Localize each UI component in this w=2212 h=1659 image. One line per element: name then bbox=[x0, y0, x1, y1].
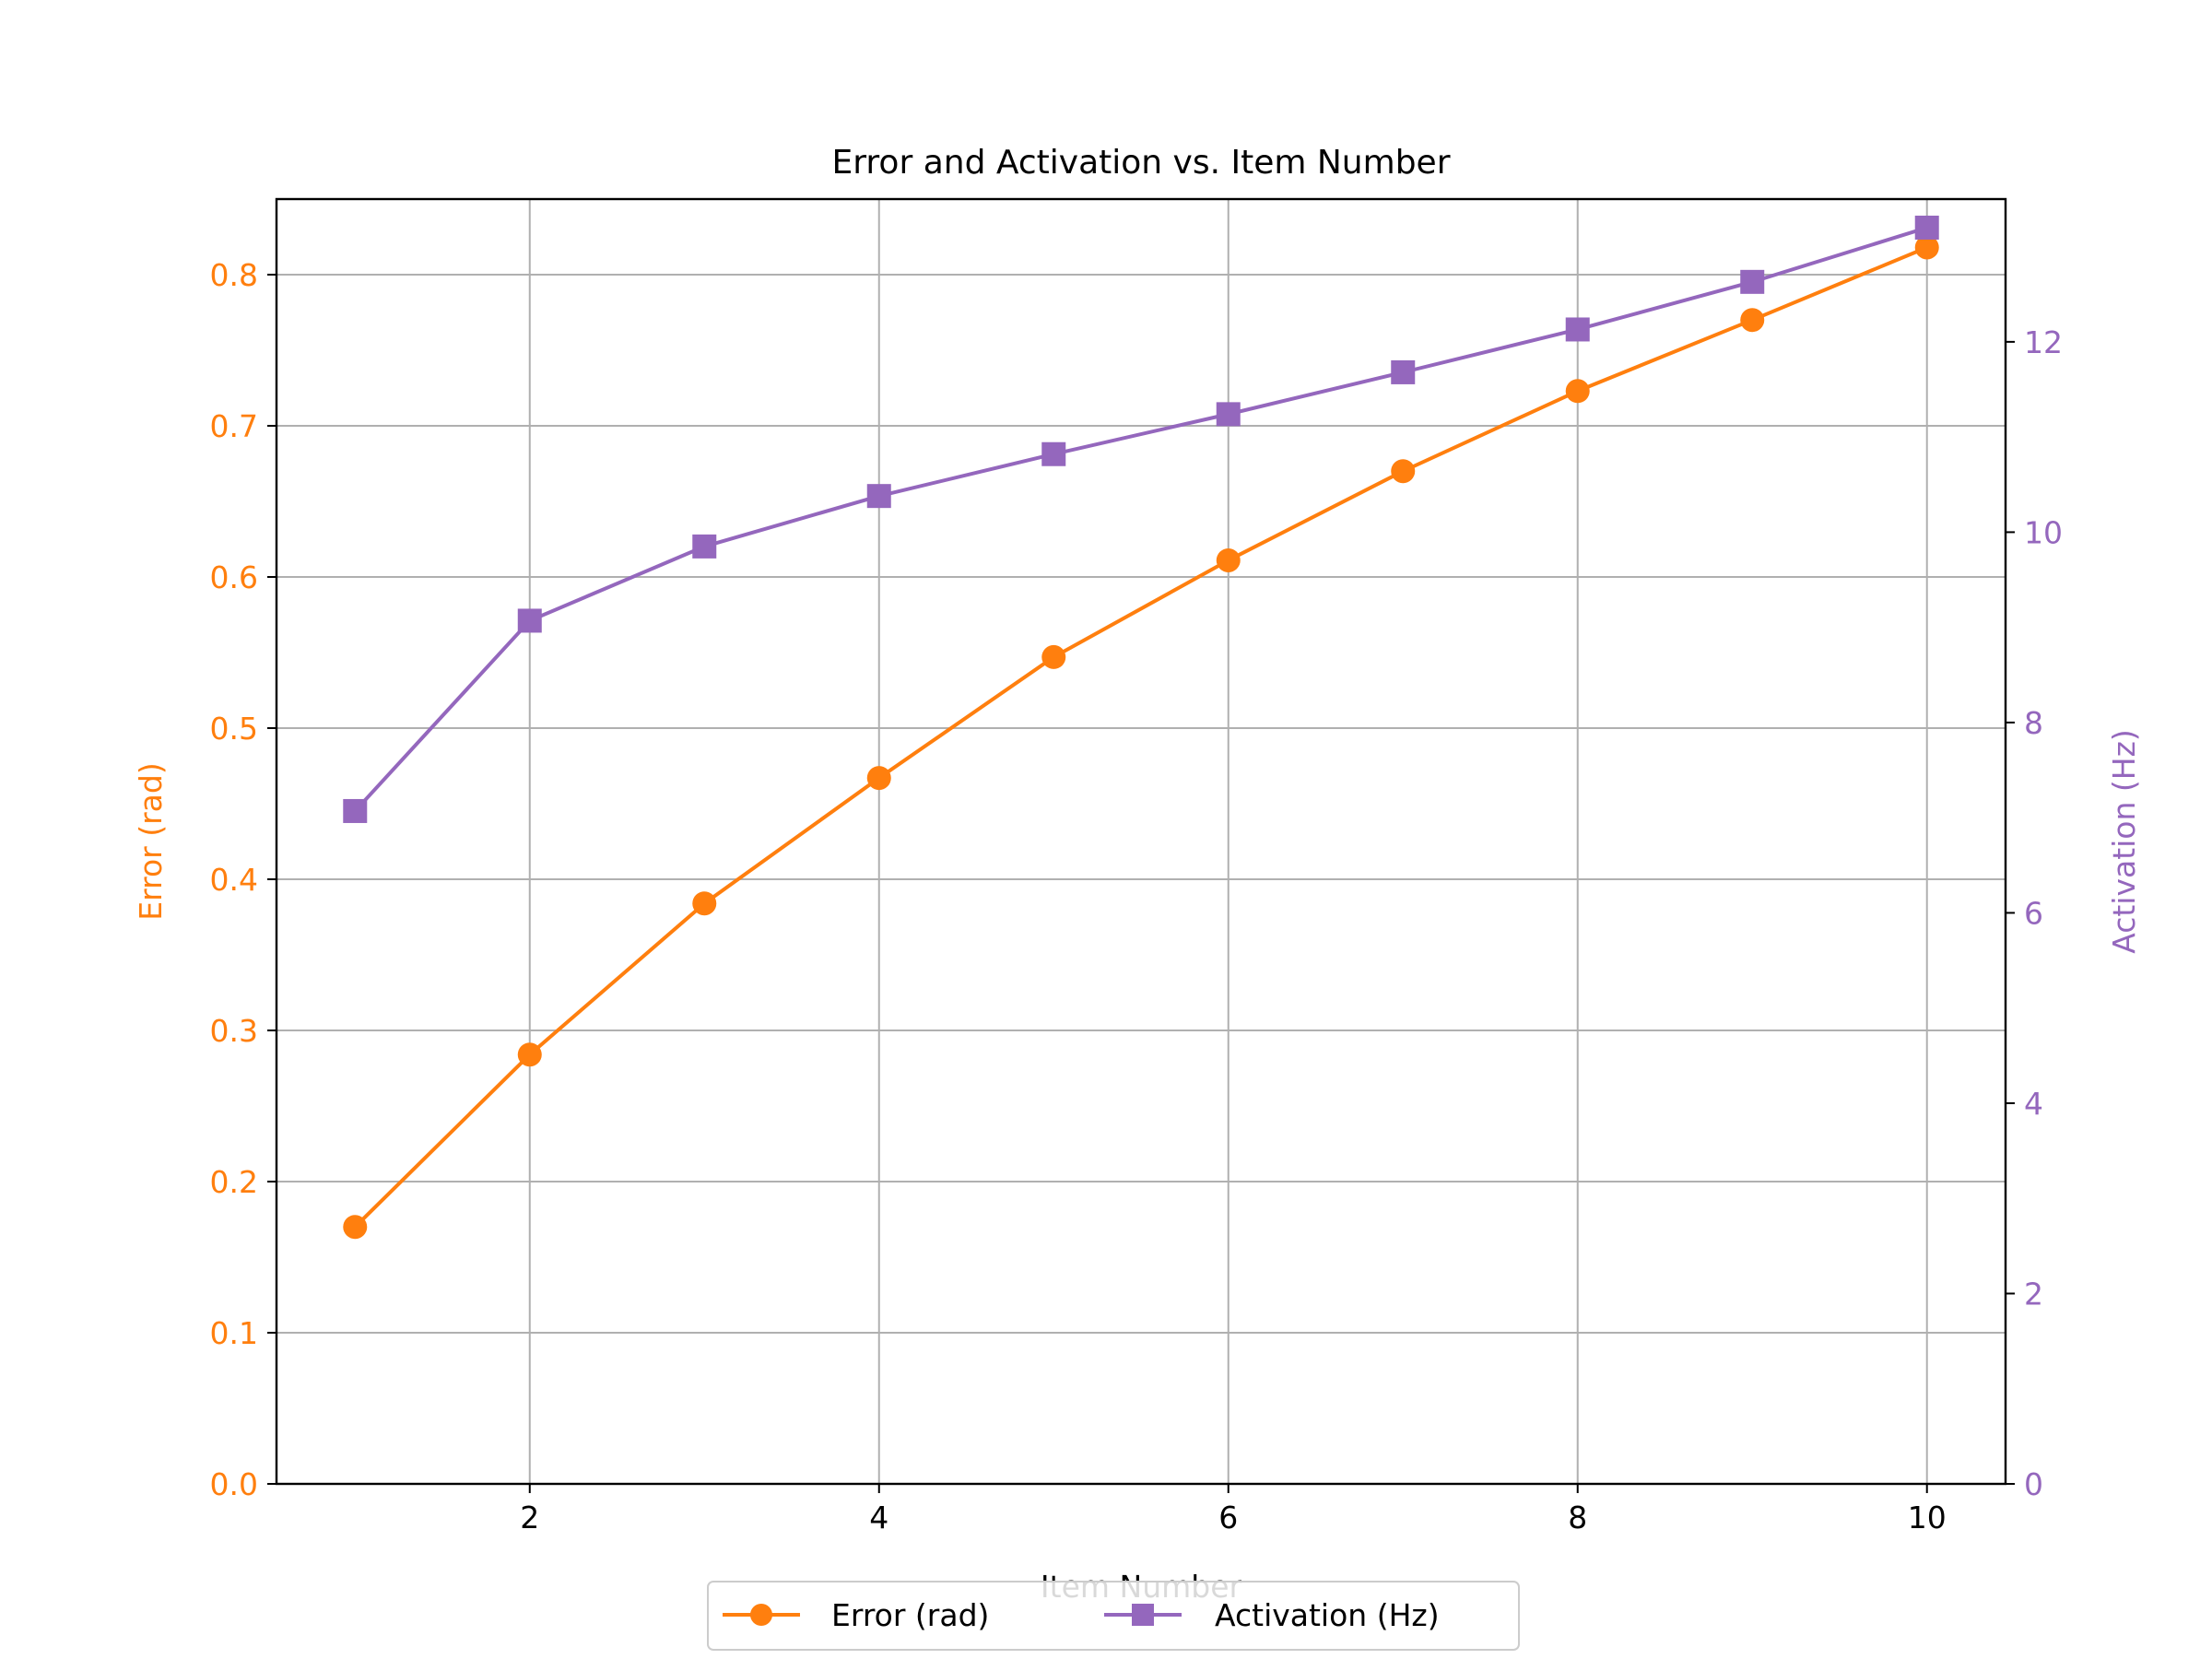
y-left-tick-label: 0.2 bbox=[210, 1164, 258, 1200]
legend-activation-label: Activation (Hz) bbox=[1215, 1597, 1440, 1633]
plot-series bbox=[343, 215, 1939, 1240]
y-right-tick-label: 4 bbox=[2024, 1086, 2043, 1122]
error-data-point bbox=[1391, 459, 1416, 484]
error-data-point bbox=[1041, 644, 1066, 669]
error-data-point bbox=[1740, 308, 1765, 333]
x-tick-label: 10 bbox=[1908, 1500, 1947, 1535]
error-data-point bbox=[1216, 547, 1241, 572]
error-data-point bbox=[343, 1215, 368, 1240]
y-right-tick-label: 8 bbox=[2024, 705, 2043, 741]
error-series-line bbox=[353, 245, 1928, 1229]
y-left-tick-label: 0.3 bbox=[210, 1013, 258, 1049]
activation-data-point bbox=[692, 534, 717, 559]
y-left-tick-label: 0.1 bbox=[210, 1315, 258, 1351]
activation-data-point bbox=[343, 798, 368, 823]
x-tick-label: 4 bbox=[869, 1500, 888, 1535]
y-right-tick-label: 10 bbox=[2024, 514, 2063, 550]
legend-error-label: Error (rad) bbox=[831, 1597, 989, 1633]
y-right-tick-label: 12 bbox=[2024, 324, 2063, 360]
activation-data-point bbox=[1740, 269, 1765, 294]
legend-error-marker bbox=[750, 1604, 772, 1626]
activation-data-point bbox=[1391, 359, 1416, 384]
y-axis-left-label: Error (rad) bbox=[133, 762, 169, 920]
y-left-tick-label: 0.6 bbox=[210, 559, 258, 595]
y-right-tick-label: 6 bbox=[2024, 895, 2043, 931]
chart-title: Error and Activation vs. Item Number bbox=[832, 144, 1451, 182]
error-data-point bbox=[866, 766, 891, 791]
activation-data-point bbox=[517, 608, 542, 633]
plot-frame bbox=[275, 197, 2007, 1486]
x-tick-label: 8 bbox=[1568, 1500, 1587, 1535]
error-data-point bbox=[692, 891, 717, 916]
error-data-point bbox=[1914, 235, 1939, 260]
y-left-tick-label: 0.5 bbox=[210, 711, 258, 747]
error-data-point bbox=[1565, 379, 1590, 404]
legend-activation-marker bbox=[1132, 1604, 1154, 1626]
y-right-tick-label: 2 bbox=[2024, 1276, 2043, 1312]
activation-data-point bbox=[866, 484, 891, 509]
error-data-point bbox=[517, 1042, 542, 1067]
legend: Error (rad) Activation (Hz) bbox=[707, 1581, 1520, 1651]
x-tick-label: 2 bbox=[520, 1500, 539, 1535]
activation-data-point bbox=[1216, 402, 1241, 427]
y-left-tick-label: 0.7 bbox=[210, 408, 258, 444]
activation-series-line bbox=[353, 226, 1928, 813]
activation-data-point bbox=[1041, 441, 1066, 466]
x-tick-label: 6 bbox=[1218, 1500, 1238, 1535]
y-left-tick-label: 0.0 bbox=[210, 1466, 258, 1502]
y-left-tick-label: 0.4 bbox=[210, 862, 258, 898]
y-axis-right-label: Activation (Hz) bbox=[2106, 729, 2142, 954]
axis-ticks: 2 4 6 8 10 0.0 0.1 0.2 0.3 0.4 0.5 0.6 0.7 0.8 0 2 4 6 8 10… bbox=[210, 257, 2063, 1535]
activation-data-point bbox=[1565, 317, 1590, 342]
activation-data-point bbox=[1914, 215, 1939, 240]
y-left-tick-label: 0.8 bbox=[210, 257, 258, 293]
y-right-tick-label: 0 bbox=[2024, 1466, 2043, 1502]
